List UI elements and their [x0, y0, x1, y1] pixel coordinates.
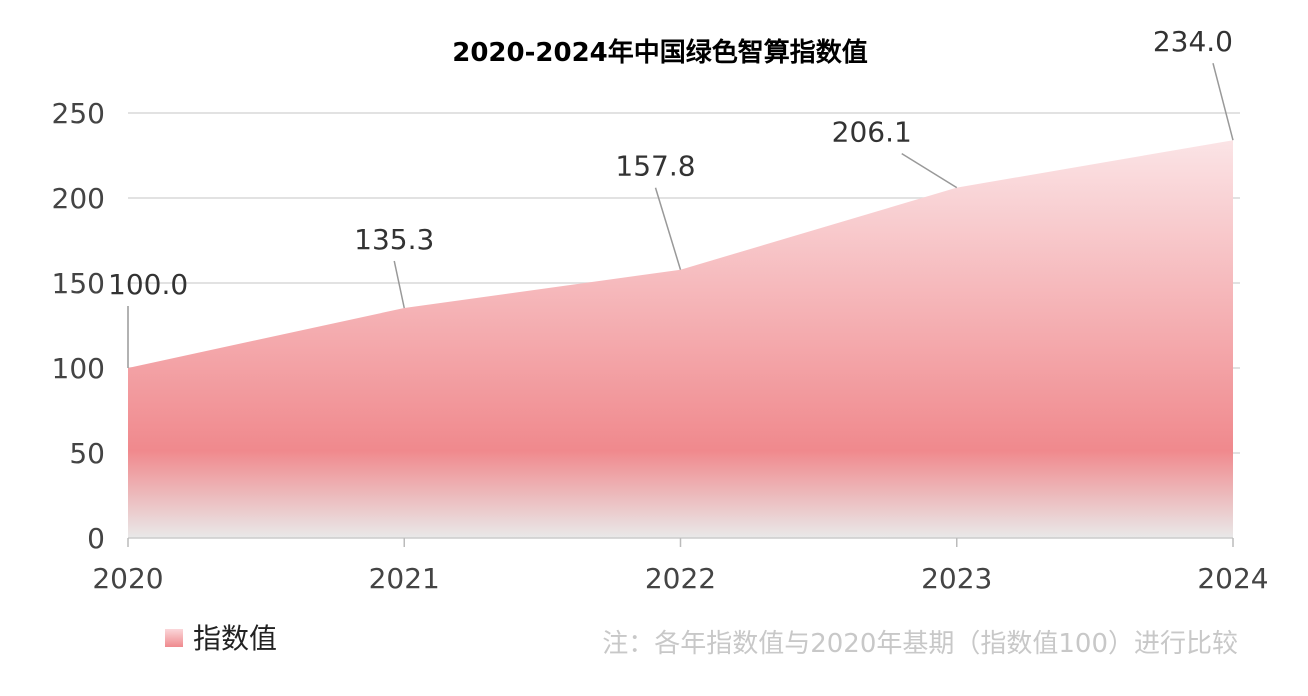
- x-axis: 2020 2021 2022 2023 2024: [92, 538, 1269, 595]
- label-leader: [901, 152, 958, 189]
- data-labels: 100.0 135.3 157.8 206.1 234.0: [108, 25, 1234, 368]
- data-label: 234.0: [1153, 25, 1233, 58]
- chart-title: 2020-2024年中国绿色智算指数值: [452, 37, 868, 68]
- label-leader: [393, 260, 405, 309]
- y-tick-label: 250: [52, 97, 105, 130]
- legend: 指数值: [165, 622, 277, 655]
- x-tick-label: 2021: [369, 562, 440, 595]
- y-tick-label: 150: [52, 267, 105, 300]
- legend-swatch: [165, 629, 183, 647]
- label-leader: [1212, 63, 1234, 141]
- area-series: [128, 140, 1233, 538]
- y-tick-label: 50: [69, 437, 105, 470]
- data-label: 206.1: [832, 116, 912, 149]
- y-tick-label: 200: [52, 182, 105, 215]
- y-tick-label: 0: [87, 522, 105, 555]
- legend-label: 指数值: [193, 622, 277, 655]
- label-leader: [654, 187, 682, 270]
- x-tick-label: 2020: [92, 562, 163, 595]
- data-label: 135.3: [354, 223, 434, 256]
- data-label: 157.8: [615, 150, 695, 183]
- y-tick-label: 100: [52, 352, 105, 385]
- footnote: 注：各年指数值与2020年基期（指数值100）进行比较: [602, 629, 1238, 659]
- y-axis: 0 50 100 150 200 250: [52, 97, 105, 555]
- x-tick-label: 2024: [1197, 562, 1268, 595]
- data-label: 100.0: [108, 268, 188, 301]
- x-tick-label: 2023: [921, 562, 992, 595]
- x-tick-label: 2022: [645, 562, 716, 595]
